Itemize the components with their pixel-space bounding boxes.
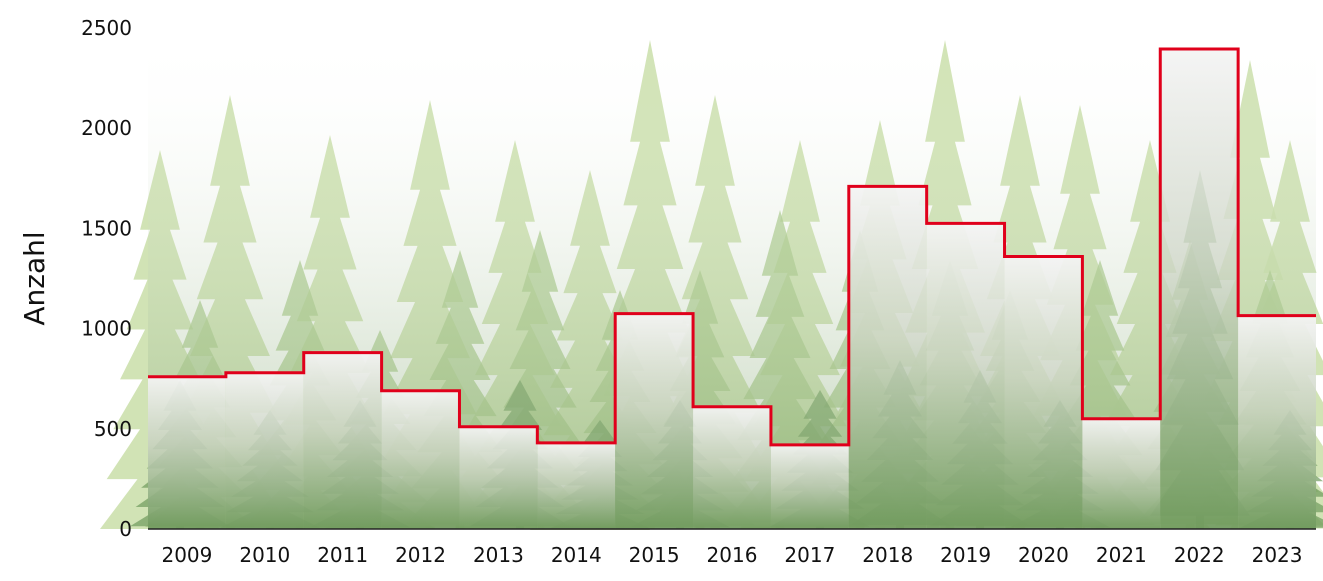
x-tick-label: 2012 [395, 543, 446, 567]
step-line-series [148, 47, 1316, 447]
x-tick-label: 2017 [784, 543, 835, 567]
x-axis-ticks: 2009 2010 2011 2012 2013 2014 2015 2016 2017 2018… [161, 543, 1302, 567]
bar-2023 [1238, 315, 1316, 529]
x-tick-label: 2016 [707, 543, 758, 567]
x-tick-label: 2013 [473, 543, 524, 567]
x-tick-label: 2020 [1018, 543, 1069, 567]
bar-2020 [1004, 256, 1083, 529]
x-tick-label: 2018 [862, 543, 913, 567]
bar-2016 [693, 406, 771, 529]
y-tick-label: 1000 [81, 317, 132, 341]
x-tick-label: 2009 [161, 543, 212, 567]
x-tick-label: 2010 [239, 543, 290, 567]
bars-group [148, 49, 1316, 530]
x-tick-label: 2022 [1174, 543, 1225, 567]
y-tick-label: 2500 [81, 16, 132, 40]
bar-2010 [225, 372, 304, 529]
y-tick-label: 2000 [81, 116, 132, 140]
bar-2022 [1160, 49, 1239, 530]
bar-2014 [537, 442, 616, 529]
bar-2013 [459, 426, 538, 529]
y-tick-label: 1500 [81, 216, 132, 240]
bar-2009 [148, 376, 226, 529]
y-tick-label: 500 [94, 417, 132, 441]
bar-2012 [381, 390, 460, 529]
bar-2011 [303, 352, 382, 529]
x-tick-label: 2019 [940, 543, 991, 567]
bar-2019 [926, 223, 1005, 529]
x-tick-label: 2023 [1252, 543, 1303, 567]
bar-2015 [615, 313, 694, 529]
bar-2017 [770, 444, 849, 529]
x-tick-label: 2014 [551, 543, 602, 567]
y-axis-ticks: 0 500 1000 1500 2000 2500 [81, 16, 132, 541]
x-tick-label: 2021 [1096, 543, 1147, 567]
bar-2021 [1082, 418, 1161, 529]
y-axis-title: Anzahl [18, 231, 51, 325]
bar-2018 [848, 186, 927, 530]
x-tick-label: 2011 [317, 543, 368, 567]
x-tick-label: 2015 [629, 543, 680, 567]
y-tick-label: 0 [119, 517, 132, 541]
